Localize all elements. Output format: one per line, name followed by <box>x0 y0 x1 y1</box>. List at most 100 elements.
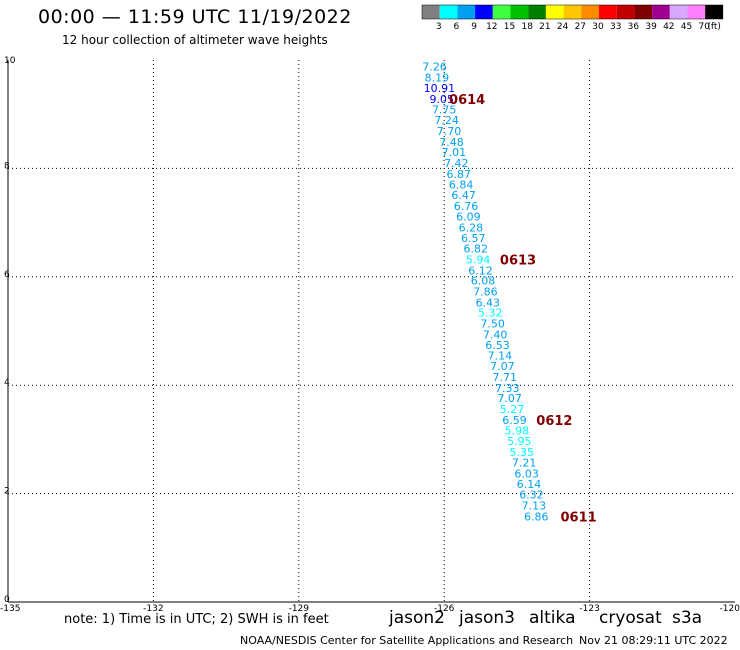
wave-height-label: 10.91 <box>424 82 456 95</box>
legend-swatch <box>669 5 688 19</box>
wave-height-label: 6.03 <box>514 468 539 481</box>
pass-time-label: 0612 <box>536 414 572 429</box>
chart-subtitle: 12 hour collection of altimeter wave hei… <box>62 33 328 47</box>
wave-height-label: 6.14 <box>517 478 542 491</box>
units-note: note: 1) Time is in UTC; 2) SWH is in fe… <box>64 612 329 627</box>
mission-cryosat: cryosat <box>599 608 662 628</box>
wave-height-label: 5.94 <box>466 253 491 266</box>
legend-bin-label: 30 <box>592 22 604 32</box>
wave-height-label: 6.28 <box>459 221 484 234</box>
mission-s3a: s3a <box>672 608 703 628</box>
legend-bin-label: 39 <box>645 22 657 32</box>
y-tick-label: 8 <box>4 161 10 171</box>
x-tick-label: -135 <box>0 604 20 614</box>
pass-time-label: 0613 <box>500 253 536 268</box>
x-tick-label: -123 <box>579 604 599 614</box>
legend-bin-label: 9 <box>471 22 477 32</box>
wave-height-label: 6.12 <box>468 264 493 277</box>
legend-frame <box>421 4 724 20</box>
wave-height-label: 5.27 <box>500 403 525 416</box>
mission-altika: altika <box>529 608 576 628</box>
legend-swatch <box>616 5 635 19</box>
wave-height-label: 5.35 <box>509 446 534 459</box>
x-tick-label: -129 <box>289 604 310 614</box>
wave-height-label: 7.75 <box>432 103 457 116</box>
legend-swatch <box>475 5 493 19</box>
y-tick-label: 6 <box>4 270 10 280</box>
wave-height-label: 6.86 <box>524 510 549 523</box>
footer-credit: NOAA/NESDIS Center for Satellite Applica… <box>240 634 574 647</box>
wave-height-label: 5.32 <box>478 307 503 320</box>
wave-height-label: 7.42 <box>444 157 469 170</box>
wave-height-label: 7.24 <box>434 114 459 127</box>
legend-bin-label: 33 <box>610 22 621 32</box>
wave-height-label: 7.48 <box>439 136 464 149</box>
wave-height-label: 6.82 <box>463 243 488 256</box>
wave-height-label: 7.13 <box>522 500 547 513</box>
pass-time-label: 0611 <box>561 510 597 525</box>
wave-height-label: 6.76 <box>454 200 479 213</box>
wave-height-label: 6.09 <box>456 211 481 224</box>
wave-height-label: 7.40 <box>483 328 508 341</box>
wave-height-label: 7.86 <box>473 285 498 298</box>
legend-swatch <box>634 5 653 19</box>
legend-bin-label: 24 <box>557 22 569 32</box>
legend-swatch <box>705 5 723 19</box>
legend-bin-label: 70 <box>698 22 710 32</box>
y-tick-label: 4 <box>4 378 10 388</box>
wave-height-label: 6.57 <box>461 232 486 245</box>
mission-jason2: jason2 <box>389 608 445 628</box>
wave-height-label: 6.87 <box>446 168 471 181</box>
y-tick-label: 2 <box>4 487 10 497</box>
wave-height-label: 6.43 <box>476 296 501 309</box>
legend-bin-label: 36 <box>628 22 640 32</box>
wave-height-label: 5.98 <box>505 425 530 438</box>
wave-height-label: 6.59 <box>502 414 527 427</box>
legend-bin-label: 6 <box>454 22 460 32</box>
legend-swatch <box>687 5 706 19</box>
x-tick-label: -120 <box>720 604 740 614</box>
legend-swatch <box>439 5 458 19</box>
legend-swatch <box>545 5 564 19</box>
chart-title: 00:00 — 11:59 UTC 11/19/2022 <box>38 6 352 28</box>
wave-height-label: 7.14 <box>488 349 513 362</box>
pass-time-label: 0614 <box>449 93 485 108</box>
legend-bin-label: 42 <box>663 22 674 32</box>
legend-bin-label: 27 <box>575 22 586 32</box>
legend-swatch <box>528 5 546 19</box>
legend-swatch <box>492 5 511 19</box>
x-tick-label: -132 <box>143 604 163 614</box>
x-tick-label: -126 <box>434 604 455 614</box>
wave-height-label: 5.95 <box>507 435 532 448</box>
wave-height-label: 6.47 <box>451 189 476 202</box>
wave-height-label: 7.01 <box>442 146 467 159</box>
legend-swatch <box>510 5 529 19</box>
footer-generated-time: Nov 21 08:29:11 UTC 2022 <box>579 634 728 647</box>
wave-height-label: 7.71 <box>493 371 518 384</box>
legend-swatch <box>581 5 599 19</box>
legend-swatch <box>563 5 582 19</box>
mission-jason3: jason3 <box>459 608 515 628</box>
wave-height-label: 7.26 <box>422 61 447 74</box>
wave-height-label: 8.19 <box>425 71 450 84</box>
wave-height-label: 9.05 <box>430 93 455 106</box>
wave-height-label: 7.07 <box>490 360 515 373</box>
wave-height-label: 6.08 <box>471 275 496 288</box>
legend-swatch <box>652 5 670 19</box>
y-tick-label: 0 <box>4 595 10 605</box>
legend-bin-label: 15 <box>504 22 515 32</box>
legend-swatch <box>599 5 617 19</box>
legend-bin-label: 18 <box>521 22 533 32</box>
wave-height-label: 7.50 <box>480 317 505 330</box>
wave-height-label: 7.33 <box>495 382 520 395</box>
legend-unit: (ft) <box>707 22 721 32</box>
wave-height-label: 6.53 <box>485 339 510 352</box>
wave-height-label: 7.21 <box>512 457 537 470</box>
legend-bin-label: 3 <box>436 22 442 32</box>
legend-swatch <box>457 5 476 19</box>
wave-height-label: 6.32 <box>519 489 544 502</box>
legend-bin-label: 45 <box>681 22 692 32</box>
wave-height-label: 6.84 <box>449 179 474 192</box>
y-tick-label: 10 <box>4 56 16 66</box>
